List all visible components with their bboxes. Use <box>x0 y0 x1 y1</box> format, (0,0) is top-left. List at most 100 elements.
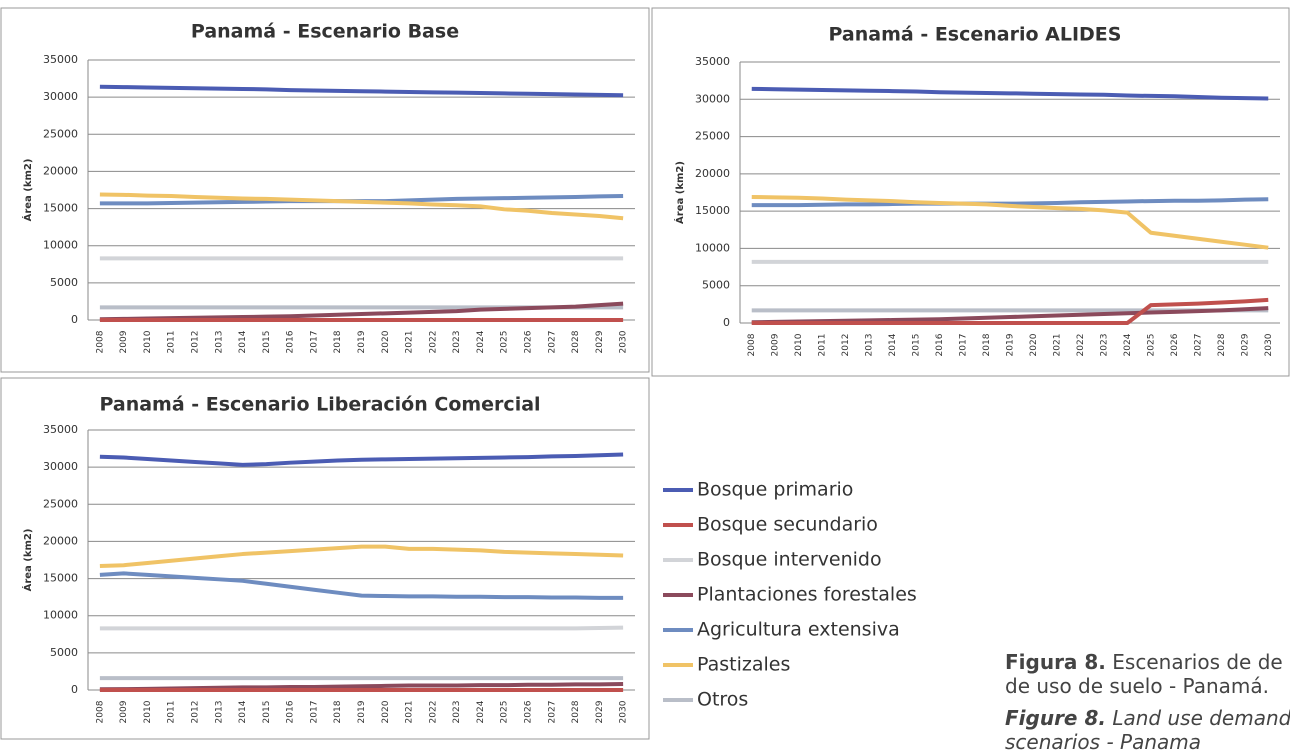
x-tick-label: 2026 <box>523 700 533 723</box>
y-tick-label: 15000 <box>695 204 730 217</box>
x-tick-label: 2008 <box>747 333 757 356</box>
x-tick-label: 2023 <box>1099 334 1109 357</box>
x-tick-label: 2014 <box>238 330 248 353</box>
x-tick-label: 2030 <box>619 330 629 353</box>
x-tick-label: 2015 <box>262 701 272 724</box>
chart-title: Panamá - Escenario ALIDES <box>829 24 1122 46</box>
y-tick-label: 25000 <box>695 130 730 143</box>
x-tick-label: 2028 <box>571 330 581 353</box>
x-tick-label: 2020 <box>1029 333 1039 356</box>
x-tick-label: 2016 <box>286 700 296 723</box>
x-tick-label: 2009 <box>771 333 781 356</box>
y-tick-label: 10000 <box>695 241 730 254</box>
x-tick-label: 2017 <box>959 334 969 357</box>
y-tick-label: 0 <box>723 316 730 329</box>
series-line <box>99 625 624 631</box>
x-tick-label: 2012 <box>191 701 201 724</box>
x-tick-label: 2010 <box>794 333 804 356</box>
x-tick-label: 2012 <box>841 334 851 357</box>
caption-es: Figura 8. Escenarios de de de uso de suel… <box>1005 650 1283 698</box>
x-tick-label: 2013 <box>214 701 224 724</box>
caption-en: Figure 8. Land use demand scenarios - Pan… <box>1005 706 1290 754</box>
x-tick-label: 2023 <box>452 331 462 354</box>
x-tick-label: 2008 <box>95 330 105 353</box>
x-tick-label: 2022 <box>1076 334 1086 357</box>
chart-frame <box>651 7 1290 377</box>
y-tick-label: 25000 <box>43 497 78 510</box>
caption-label: Figura 8. <box>1005 650 1106 674</box>
x-tick-label: 2029 <box>595 700 605 723</box>
y-tick-label: 0 <box>71 683 78 696</box>
chart-title: Panamá - Escenario Base <box>191 21 459 43</box>
x-tick-label: 2025 <box>500 331 510 354</box>
x-tick-label: 2025 <box>500 701 510 724</box>
x-tick-label: 2028 <box>1217 333 1227 356</box>
x-tick-label: 2026 <box>1170 333 1180 356</box>
x-tick-label: 2027 <box>547 331 557 354</box>
legend-label: Otros <box>697 689 748 711</box>
x-tick-label: 2018 <box>982 333 992 356</box>
x-tick-label: 2019 <box>1006 333 1016 356</box>
x-tick-label: 2017 <box>309 701 319 724</box>
y-tick-label: 35000 <box>43 423 78 436</box>
x-tick-label: 2027 <box>1193 334 1203 357</box>
x-tick-label: 2025 <box>1146 334 1156 357</box>
legend-label: Plantaciones forestales <box>697 584 917 606</box>
x-tick-label: 2011 <box>818 334 828 357</box>
series-line <box>99 571 624 600</box>
caption-label: Figure 8. <box>1005 706 1106 730</box>
y-tick-label: 30000 <box>43 460 78 473</box>
x-tick-label: 2012 <box>191 331 201 354</box>
x-tick-label: 2016 <box>935 333 945 356</box>
series-line <box>99 192 624 221</box>
legend-label: Pastizales <box>697 654 790 676</box>
y-tick-label: 10000 <box>43 609 78 622</box>
y-tick-label: 25000 <box>43 127 78 140</box>
x-tick-label: 2010 <box>143 700 153 723</box>
legend-label: Bosque primario <box>697 479 853 501</box>
y-tick-label: 15000 <box>43 572 78 585</box>
x-tick-label: 2030 <box>619 700 629 723</box>
x-tick-label: 2022 <box>428 331 438 354</box>
x-tick-label: 2022 <box>428 701 438 724</box>
y-tick-label: 20000 <box>695 167 730 180</box>
x-tick-label: 2030 <box>1264 333 1274 356</box>
x-tick-label: 2029 <box>1240 333 1250 356</box>
caption-text: Escenarios de de <box>1112 650 1283 674</box>
legend-label: Bosque intervenido <box>697 549 882 571</box>
x-tick-label: 2021 <box>1052 334 1062 357</box>
y-tick-label: 5000 <box>702 279 730 292</box>
series-line <box>99 84 624 98</box>
x-tick-label: 2013 <box>865 334 875 357</box>
chart-frame <box>0 377 650 740</box>
x-tick-label: 2028 <box>571 700 581 723</box>
x-tick-label: 2026 <box>523 330 533 353</box>
series-line <box>99 544 624 568</box>
x-tick-label: 2013 <box>214 331 224 354</box>
x-tick-label: 2024 <box>476 700 486 723</box>
x-tick-label: 2019 <box>357 700 367 723</box>
y-tick-label: 30000 <box>43 90 78 103</box>
x-tick-label: 2014 <box>888 333 898 356</box>
x-tick-label: 2020 <box>381 700 391 723</box>
caption-text: scenarios - Panama <box>1005 730 1202 754</box>
y-axis-label: Área (km2) <box>21 159 34 222</box>
x-tick-label: 2027 <box>547 701 557 724</box>
x-tick-label: 2008 <box>95 700 105 723</box>
x-tick-label: 2021 <box>405 701 415 724</box>
x-tick-label: 2009 <box>119 700 129 723</box>
x-tick-label: 2024 <box>476 330 486 353</box>
x-tick-label: 2023 <box>452 701 462 724</box>
y-tick-label: 5000 <box>50 276 78 289</box>
y-axis-label: Área (km2) <box>673 161 686 224</box>
x-tick-label: 2029 <box>595 330 605 353</box>
y-axis-label: Área (km2) <box>21 529 34 592</box>
x-tick-label: 2019 <box>357 330 367 353</box>
x-tick-label: 2017 <box>309 331 319 354</box>
x-tick-label: 2020 <box>381 330 391 353</box>
y-tick-label: 20000 <box>43 534 78 547</box>
x-tick-label: 2010 <box>143 330 153 353</box>
series-line <box>751 306 1269 325</box>
